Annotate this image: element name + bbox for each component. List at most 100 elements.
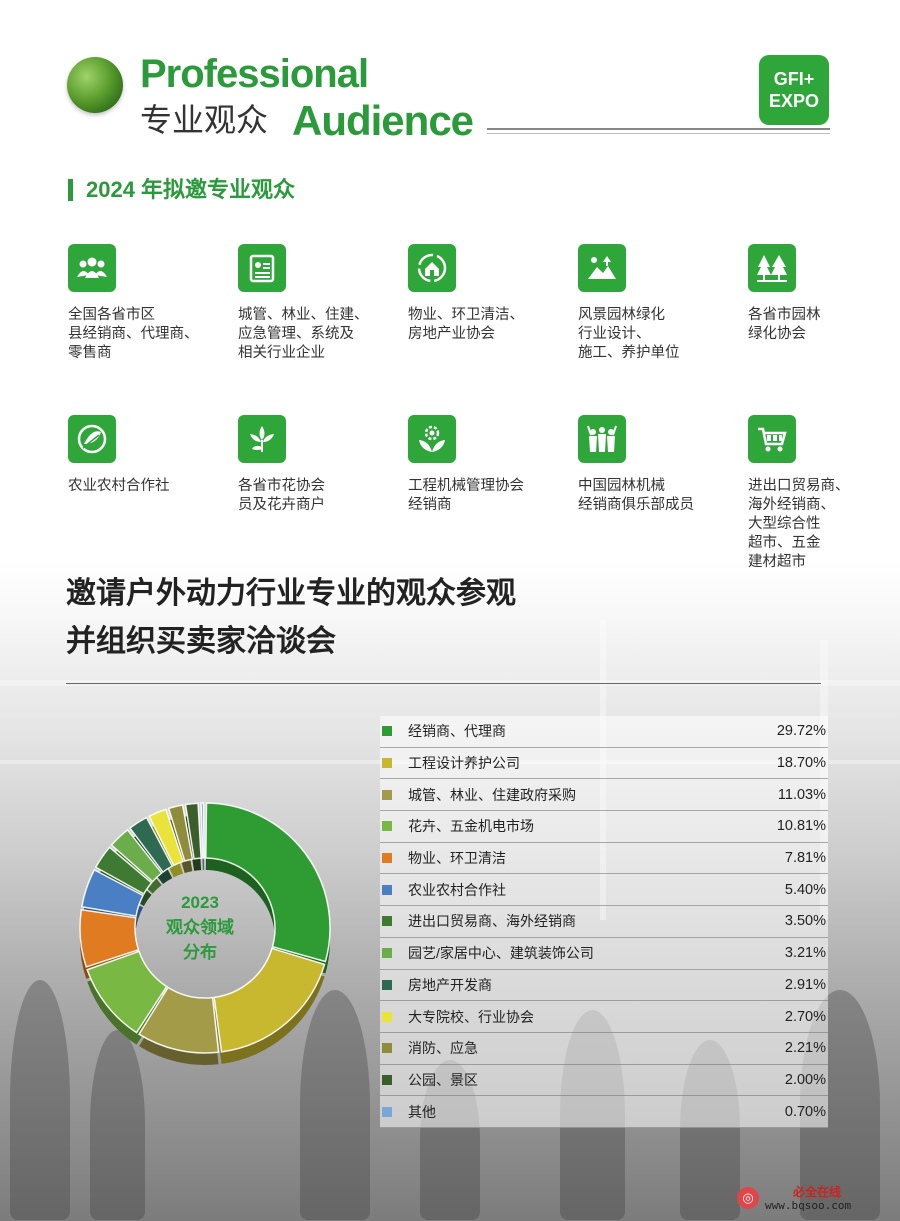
- legend-value: 7.81%: [784, 850, 826, 867]
- donut-center-line3: 分布: [183, 943, 217, 962]
- donut-center-line2: 观众领域: [166, 918, 234, 937]
- header-divider: [487, 128, 830, 130]
- legend-swatch: [382, 948, 392, 959]
- invite-heading-line1: 邀请户外动力行业专业的观众参观: [66, 577, 516, 610]
- logo-line2: EXPO: [768, 91, 820, 111]
- audience-item: 各省市园林 绿化协会: [748, 244, 900, 344]
- legend-label: 其他: [408, 1103, 436, 1120]
- legend-row: 房地产开发商 2.91%: [380, 969, 828, 1002]
- legend-row: 大专院校、行业协会 2.70%: [380, 1001, 828, 1033]
- donut-center-label: 2023 观众领域 分布: [140, 890, 260, 965]
- legend-value: 3.50%: [784, 913, 826, 930]
- legend-value: 2.21%: [784, 1040, 826, 1057]
- legend-value: 2.91%: [784, 976, 826, 993]
- audience-item: 城管、林业、住建、 应急管理、系统及 相关行业企业: [238, 244, 403, 363]
- id-card-icon: [238, 244, 286, 292]
- audience-label: 物业、环卫清洁、 房地产业协会: [408, 307, 524, 342]
- legend-value: 2.00%: [784, 1071, 826, 1088]
- audience-label: 进出口贸易商、 海外经销商、 大型综合性 超市、五金 建材超市: [748, 478, 850, 570]
- gfi-expo-logo: GFI+ EXPO: [759, 55, 829, 125]
- donut-slice: [94, 846, 153, 895]
- audience-item: 工程机械管理协会 经销商: [408, 415, 573, 515]
- audience-label: 中国园林机械 经销商俱乐部成员: [578, 478, 694, 513]
- chart-legend: 经销商、代理商 29.72% 工程设计养护公司 18.70% 城管、林业、住建政府采购 1…: [380, 716, 828, 1128]
- legend-value: 11.03%: [777, 786, 826, 803]
- audience-label: 全国各省市区 县经销商、代理商、 零售商: [68, 307, 199, 361]
- legend-swatch: [382, 1011, 392, 1022]
- invite-divider: [66, 683, 821, 684]
- audience-label: 工程机械管理协会 经销商: [408, 478, 524, 513]
- audience-label: 风景园林绿化 行业设计、 施工、养护单位: [578, 307, 680, 361]
- audience-label: 各省市园林 绿化协会: [748, 307, 821, 342]
- landscape-garden-icon: [578, 244, 626, 292]
- legend-swatch: [382, 758, 392, 769]
- legend-row: 城管、林业、住建政府采购 11.03%: [380, 779, 828, 812]
- donut-slice: [205, 802, 331, 963]
- legend-label: 经销商、代理商: [408, 723, 506, 740]
- audience-item: 进出口贸易商、 海外经销商、 大型综合性 超市、五金 建材超市: [748, 415, 900, 572]
- legend-row: 经销商、代理商 29.72%: [380, 716, 828, 748]
- title-english-line1: Professional: [140, 52, 369, 96]
- audience-label: 城管、林业、住建、 应急管理、系统及 相关行业企业: [238, 307, 369, 361]
- legend-value: 0.70%: [784, 1103, 826, 1120]
- legend-swatch: [382, 1074, 392, 1085]
- legend-label: 农业农村合作社: [408, 881, 506, 898]
- header-divider-thin: [487, 133, 830, 134]
- legend-label: 工程设计养护公司: [408, 755, 520, 772]
- shopping-cart-icon: [748, 415, 796, 463]
- donut-slice: [167, 804, 194, 862]
- legend-swatch: [382, 821, 392, 832]
- audience-item: 全国各省市区 县经销商、代理商、 零售商: [68, 244, 233, 363]
- legend-row: 公园、景区 2.00%: [380, 1064, 828, 1097]
- title-english-line2: Audience: [292, 97, 474, 144]
- legend-row: 工程设计养护公司 18.70%: [380, 747, 828, 780]
- donut-slice: [200, 802, 205, 859]
- legend-row: 进出口贸易商、海外经销商 3.50%: [380, 906, 828, 938]
- audience-label: 农业农村合作社: [68, 478, 170, 494]
- gear-leaf-icon: [408, 415, 456, 463]
- legend-value: 29.72%: [776, 723, 826, 740]
- audience-donut-chart: [79, 802, 331, 1065]
- legend-row: 园艺/家居中心、建筑装饰公司 3.21%: [380, 937, 828, 970]
- donut-slice: [128, 816, 174, 874]
- donut-slice: [79, 908, 140, 968]
- legend-swatch: [382, 853, 392, 864]
- legend-label: 消防、应急: [408, 1040, 478, 1057]
- legend-swatch: [382, 884, 392, 895]
- cheering-crowd-icon: [578, 415, 626, 463]
- legend-row: 消防、应急 2.21%: [380, 1032, 828, 1065]
- legend-label: 房地产开发商: [408, 976, 492, 993]
- legend-swatch: [382, 916, 392, 927]
- donut-slice: [138, 986, 220, 1054]
- audience-item: 农业农村合作社: [68, 415, 233, 496]
- donut-slice: [213, 947, 326, 1053]
- site-watermark: ◎ 必全在线 www.bqsoo.com: [737, 1183, 887, 1215]
- donut-slice: [86, 950, 168, 1034]
- legend-row: 物业、环卫清洁 7.81%: [380, 842, 828, 875]
- legend-value: 2.70%: [784, 1008, 826, 1025]
- legend-label: 园艺/家居中心、建筑装饰公司: [408, 945, 594, 962]
- section-accent-bar: [68, 179, 73, 201]
- flower-plant-icon: [238, 415, 286, 463]
- legend-value: 10.81%: [776, 818, 826, 835]
- donut-slice: [80, 868, 145, 917]
- legend-swatch: [382, 1106, 392, 1117]
- legend-row: 农业农村合作社 5.40%: [380, 874, 828, 907]
- legend-label: 公园、景区: [408, 1071, 478, 1088]
- legend-row: 花卉、五金机电市场 10.81%: [380, 811, 828, 843]
- legend-swatch: [382, 1043, 392, 1054]
- legend-swatch: [382, 789, 392, 800]
- legend-swatch: [382, 726, 392, 737]
- legend-label: 物业、环卫清洁: [408, 850, 506, 867]
- donut-slice: [110, 828, 163, 883]
- audience-item: 中国园林机械 经销商俱乐部成员: [578, 415, 743, 515]
- title-chinese: 专业观众: [140, 102, 269, 138]
- legend-value: 3.21%: [784, 945, 826, 962]
- donut-slice: [148, 808, 185, 867]
- pine-trees-icon: [748, 244, 796, 292]
- audience-label: 各省市花协会 员及花卉商户: [238, 478, 325, 513]
- watermark-site-name: 必全在线: [793, 1185, 842, 1199]
- legend-label: 花卉、五金机电市场: [408, 818, 534, 835]
- audience-item: 物业、环卫清洁、 房地产业协会: [408, 244, 573, 344]
- logo-line1: GFI+: [773, 69, 815, 89]
